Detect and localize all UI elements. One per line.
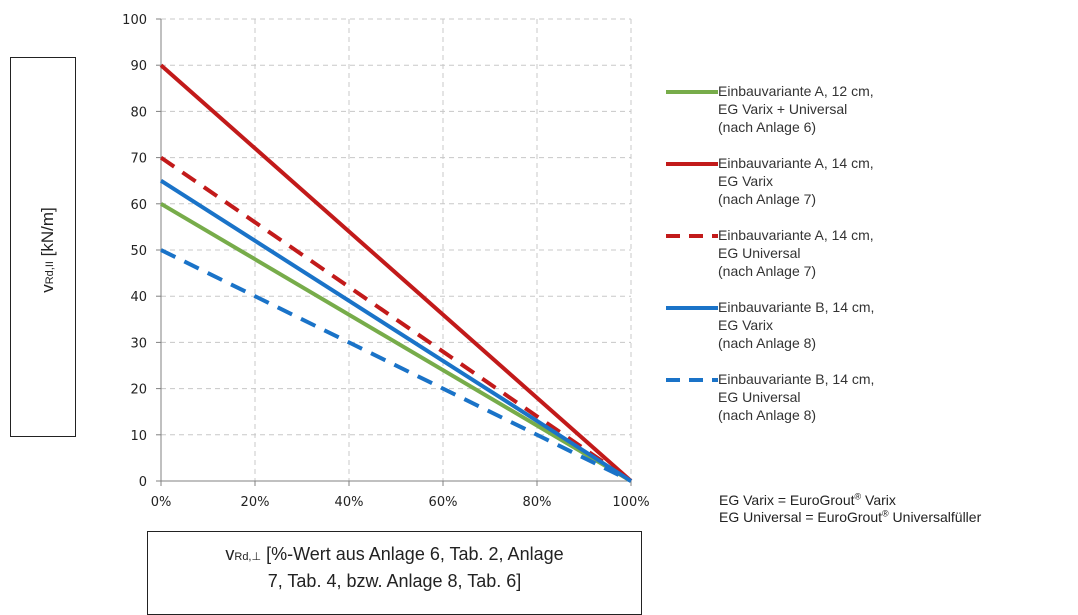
legend-item: Einbauvariante B, 14 cm, EG Universal (nac… bbox=[666, 370, 986, 442]
legend-label-line: (nach Anlage 8) bbox=[718, 407, 817, 423]
abbreviation-varix-b: Varix bbox=[861, 492, 896, 508]
x-tick-label: 80% bbox=[523, 495, 552, 510]
legend-label-line: (nach Anlage 7) bbox=[718, 191, 817, 207]
y-axis-label-subscript: Rd,II bbox=[44, 261, 56, 285]
abbreviation-varix-a: EG Varix = EuroGrout bbox=[719, 492, 855, 508]
x-axis-label-subscript: Rd,⊥ bbox=[234, 551, 262, 563]
y-axis-label: vRd,II [kN/m] bbox=[38, 207, 58, 293]
x-axis-label-box: vRd,⊥ [%-Wert aus Anlage 6, Tab. 2, Anla… bbox=[147, 531, 642, 615]
x-axis-label-line1: vRd,⊥ [%-Wert aus Anlage 6, Tab. 2, Anla… bbox=[148, 542, 641, 569]
y-tick-label: 0 bbox=[139, 475, 147, 490]
legend-item: Einbauvariante B, 14 cm, EG Varix (nach An… bbox=[666, 298, 986, 370]
legend-item: Einbauvariante A, 14 cm, EG Universal (nac… bbox=[666, 226, 986, 298]
abbreviation-universal-a: EG Universal = EuroGrout bbox=[719, 509, 883, 525]
registered-mark: ® bbox=[882, 508, 889, 519]
legend-label-line: Einbauvariante A, 14 cm, bbox=[718, 155, 874, 171]
y-tick-label: 50 bbox=[130, 244, 147, 259]
y-tick-label: 100 bbox=[122, 13, 147, 28]
y-tick-label: 10 bbox=[130, 429, 147, 444]
x-tick-label: 60% bbox=[429, 495, 458, 510]
grid-layer bbox=[161, 18, 632, 481]
legend-label: Einbauvariante B, 14 cm, EG Universal (nac… bbox=[718, 370, 874, 424]
x-tick-label: 100% bbox=[612, 495, 649, 510]
legend-label-line: (nach Anlage 7) bbox=[718, 263, 817, 279]
series-line-2 bbox=[159, 63, 633, 483]
y-axis-label-box bbox=[10, 57, 76, 437]
y-tick-label: 80 bbox=[130, 105, 147, 120]
legend-label-line: Einbauvariante A, 12 cm, bbox=[718, 83, 874, 99]
x-axis-label-rest: [%-Wert aus Anlage 6, Tab. 2, Anlage bbox=[261, 544, 564, 564]
y-tick-label: 40 bbox=[130, 290, 147, 305]
y-tick-label: 30 bbox=[130, 336, 147, 351]
y-tick-label: 70 bbox=[130, 152, 147, 167]
abbreviations: EG Varix = EuroGrout® Varix EG Universal… bbox=[719, 492, 981, 526]
legend-label-line: (nach Anlage 8) bbox=[718, 335, 817, 351]
legend-label: Einbauvariante A, 12 cm, EG Varix + Unive… bbox=[718, 82, 874, 136]
series-line-4 bbox=[159, 179, 633, 483]
legend-label-line: EG Varix bbox=[718, 173, 773, 189]
legend-label-line: EG Universal bbox=[718, 245, 801, 261]
y-axis-label-unit: [kN/m] bbox=[38, 207, 57, 262]
x-axis-label-line2: 7, Tab. 4, bzw. Anlage 8, Tab. 6] bbox=[267, 571, 522, 591]
legend-label-line: EG Universal bbox=[718, 389, 801, 405]
abbreviation-varix: EG Varix = EuroGrout® Varix bbox=[719, 492, 981, 509]
legend-swatch bbox=[666, 306, 718, 310]
legend-label: Einbauvariante B, 14 cm, EG Varix (nach An… bbox=[718, 298, 874, 352]
ticks-layer: 0 10 20 30 40 50 60 70 80 90 100 0% 20% 40% 60% 80% 100% bbox=[122, 13, 649, 510]
legend-swatch bbox=[666, 378, 718, 382]
legend-label-line: (nach Anlage 6) bbox=[718, 119, 817, 135]
series-line-1 bbox=[159, 202, 633, 483]
x-tick-label: 0% bbox=[151, 495, 172, 510]
legend-item: Einbauvariante A, 14 cm, EG Varix (nach An… bbox=[666, 154, 986, 226]
x-tick-label: 40% bbox=[335, 495, 364, 510]
legend-label-line: EG Varix bbox=[718, 317, 773, 333]
legend-item: Einbauvariante A, 12 cm, EG Varix + Unive… bbox=[666, 82, 986, 154]
abbreviation-universal: EG Universal = EuroGrout® Universalfülle… bbox=[719, 509, 981, 526]
legend-label: Einbauvariante A, 14 cm, EG Varix (nach An… bbox=[718, 154, 874, 208]
legend-label-line: Einbauvariante B, 14 cm, bbox=[718, 299, 875, 315]
legend-label-line: Einbauvariante B, 14 cm, bbox=[718, 371, 875, 387]
legend-label-line: Einbauvariante A, 14 cm, bbox=[718, 227, 874, 243]
y-tick-label: 20 bbox=[130, 383, 147, 398]
legend-swatch bbox=[666, 162, 718, 166]
legend-swatch bbox=[666, 90, 718, 94]
y-tick-label: 90 bbox=[130, 59, 147, 74]
abbreviation-universal-b: Universalfüller bbox=[888, 509, 982, 525]
registered-mark: ® bbox=[854, 491, 862, 502]
legend-label-line: EG Varix + Universal bbox=[718, 101, 848, 117]
series-layer bbox=[159, 63, 633, 483]
series-line-3 bbox=[159, 155, 633, 483]
legend: Einbauvariante A, 12 cm, EG Varix + Unive… bbox=[666, 82, 986, 442]
y-axis-label-main: v bbox=[38, 284, 57, 293]
legend-label: Einbauvariante A, 14 cm, EG Universal (nac… bbox=[718, 226, 874, 280]
x-tick-label: 20% bbox=[241, 495, 270, 510]
legend-swatch bbox=[666, 234, 718, 238]
x-axis-label-main: v bbox=[225, 544, 235, 564]
series-line-5 bbox=[160, 248, 632, 483]
y-tick-label: 60 bbox=[130, 198, 147, 213]
